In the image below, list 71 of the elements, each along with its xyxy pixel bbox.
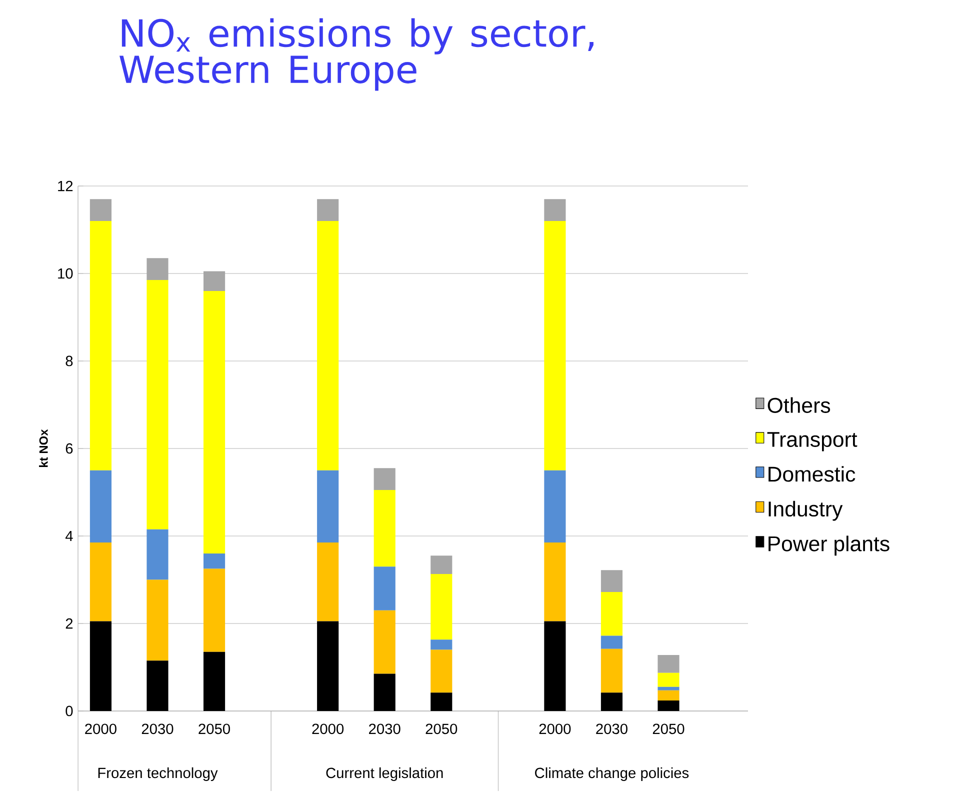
bar (317, 199, 339, 221)
bar (146, 280, 168, 530)
y-tick-label: 12 (58, 180, 73, 192)
legend-label: Domestic (768, 466, 856, 482)
bar (90, 199, 112, 221)
bar (658, 690, 680, 700)
y-axis-title: kt NOx (39, 429, 48, 467)
bar (544, 542, 566, 622)
bar (658, 654, 680, 673)
bar (374, 674, 396, 711)
x-tick-label: 2050 (652, 724, 684, 734)
bar (203, 568, 226, 652)
bar (146, 660, 168, 711)
bar (203, 553, 226, 569)
bar (544, 470, 566, 543)
x-tick-label: 2030 (596, 724, 628, 734)
legend-label: Transport (767, 432, 858, 452)
bar (317, 621, 339, 711)
bar (544, 621, 566, 711)
legend-label: Others (768, 397, 830, 413)
bar (430, 574, 452, 640)
y-tick-label: 0 (66, 706, 73, 716)
x-tick-label: 2030 (142, 724, 174, 734)
bar (374, 490, 396, 567)
bar (90, 220, 112, 470)
bar (374, 610, 396, 674)
bar (430, 556, 452, 574)
bar (146, 529, 168, 580)
bar (430, 650, 452, 693)
y-tick-label: 2 (66, 618, 73, 629)
chart-title: NO$_{x}$ emissions by sector, Western Europe (120, 18, 594, 91)
bar (90, 470, 112, 543)
bar (146, 580, 168, 661)
bar (544, 199, 566, 221)
text: Current legislation (326, 767, 443, 782)
x-tick-label: 2030 (369, 724, 400, 734)
x-tick-label: 2000 (312, 724, 344, 734)
y-tick-label: 6 (66, 443, 73, 454)
y-tick-label: 8 (66, 356, 73, 366)
bar (374, 468, 396, 490)
bar (430, 692, 452, 711)
bar (430, 640, 452, 650)
bar (600, 648, 623, 693)
bar (317, 542, 339, 622)
bar (146, 258, 168, 280)
bar (317, 220, 339, 470)
bar (203, 652, 226, 711)
bar (90, 542, 112, 622)
bar (90, 621, 112, 711)
bar (600, 570, 623, 592)
bar (203, 271, 226, 291)
bar (317, 470, 339, 543)
bar (544, 220, 566, 470)
x-tick-label: 2050 (426, 724, 458, 734)
text: Climate change policies (535, 767, 689, 782)
bar (600, 636, 623, 649)
bar (600, 592, 623, 636)
bar (374, 566, 396, 610)
bar (658, 700, 680, 711)
bar (658, 672, 680, 687)
text: Frozen technology (98, 767, 218, 782)
legend-label: Industry (768, 500, 843, 521)
bar (600, 692, 623, 711)
y-tick-label: 4 (65, 530, 73, 542)
legend-label: Power plants (768, 536, 890, 556)
x-tick-label: 2050 (198, 724, 230, 734)
y-tick-label: 10 (58, 268, 73, 279)
bar (658, 686, 680, 690)
bar (203, 290, 226, 554)
x-tick-label: 2000 (85, 724, 116, 734)
x-tick-label: 2000 (539, 724, 571, 734)
